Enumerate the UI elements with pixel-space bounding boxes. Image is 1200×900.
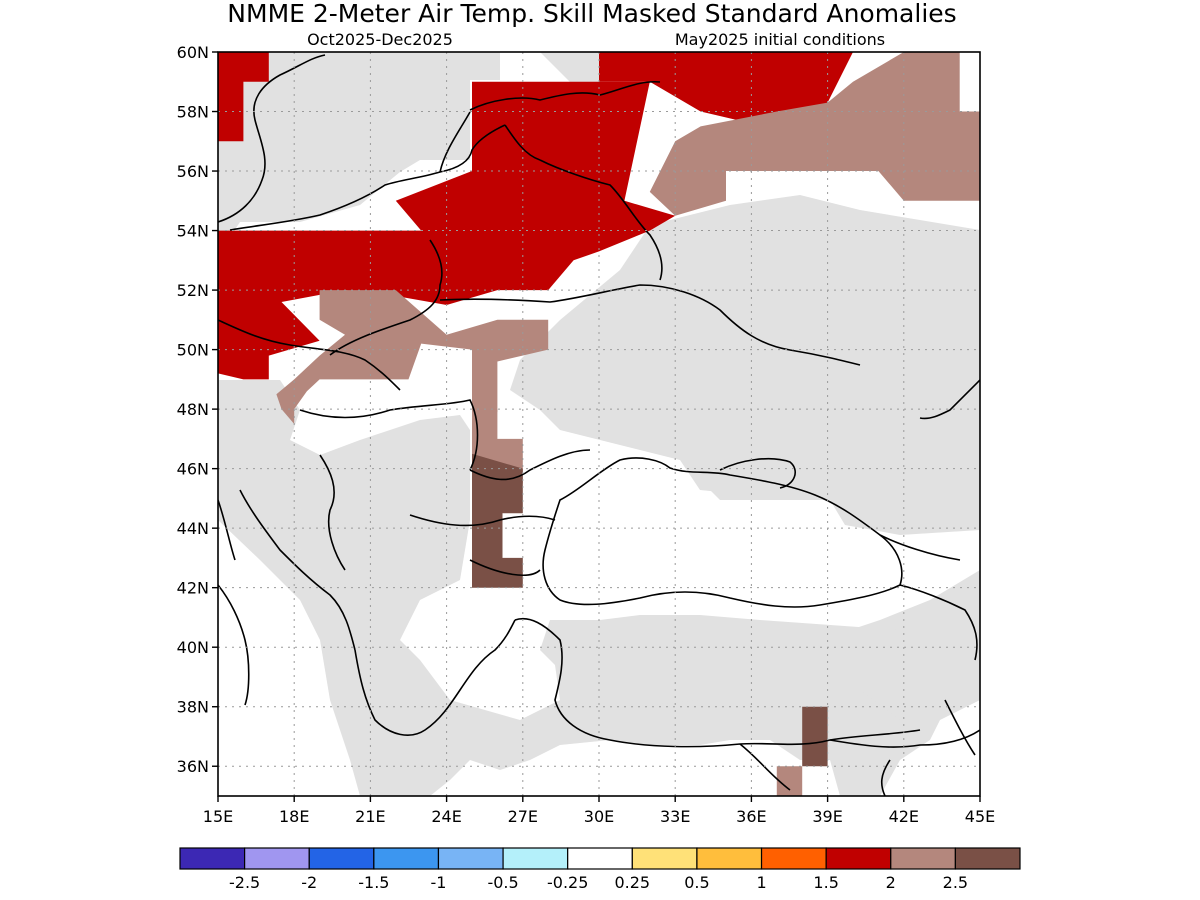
lat-tick-label: 38N bbox=[177, 698, 209, 717]
lat-tick-label: 50N bbox=[177, 341, 209, 360]
lon-tick-label: 45E bbox=[965, 807, 995, 826]
neutral-region-anatolia bbox=[550, 620, 980, 720]
legend-label: 2 bbox=[886, 873, 896, 892]
coastline-italy bbox=[218, 499, 250, 706]
legend-swatch bbox=[760, 847, 827, 870]
border-romania-bulgaria bbox=[469, 449, 591, 576]
anomaly-region-red-north-poland-baltics bbox=[218, 52, 269, 142]
legend-swatch bbox=[373, 847, 440, 870]
lat-tick-label: 54N bbox=[177, 222, 209, 241]
lon-tick-label: 27E bbox=[508, 807, 538, 826]
anomaly-regions bbox=[218, 52, 980, 796]
legend-label: 1.5 bbox=[813, 873, 838, 892]
legend-label: 0.5 bbox=[684, 873, 709, 892]
border-central-europe bbox=[218, 239, 443, 391]
neutral-region-east bbox=[510, 195, 980, 535]
coastline-black-sea bbox=[542, 457, 903, 608]
lon-tick-label: 30E bbox=[584, 807, 614, 826]
anomaly-shading bbox=[218, 52, 980, 796]
figure-subtitle-period: Oct2025-Dec2025 bbox=[307, 30, 453, 49]
legend-swatch bbox=[890, 847, 956, 870]
map-gridlines bbox=[218, 52, 980, 796]
neutral-region-finland bbox=[540, 52, 600, 82]
lon-tick-label: 24E bbox=[431, 807, 461, 826]
lat-tick-label: 48N bbox=[177, 400, 209, 419]
coastline-gulf-finland bbox=[469, 80, 661, 111]
lat-tick-label: 40N bbox=[177, 638, 209, 657]
legend-label: 2.5 bbox=[943, 873, 968, 892]
neutral-region-scandinavia bbox=[218, 52, 500, 255]
coastline-azov bbox=[719, 457, 796, 489]
legend-label: -1 bbox=[430, 873, 446, 892]
legend-swatch bbox=[244, 847, 310, 870]
lat-tick-label: 36N bbox=[177, 757, 209, 776]
anomaly-region-dark-turkey-south bbox=[802, 706, 828, 767]
lat-tick-label: 58N bbox=[177, 103, 209, 122]
color-legend: -2.5 -2 -1.5 -1 -0.5 -0.25 0.25 0.5 1 1.5 2 2.5 bbox=[179, 847, 1021, 892]
lat-tick-label: 42N bbox=[177, 579, 209, 598]
legend-swatch bbox=[502, 847, 569, 870]
legend-swatch bbox=[308, 847, 375, 870]
legend-swatch bbox=[696, 847, 763, 870]
legend-label: -1.5 bbox=[358, 873, 389, 892]
lat-tick-label: 46N bbox=[177, 460, 209, 479]
lon-tick-label: 15E bbox=[203, 807, 233, 826]
legend-swatch bbox=[954, 847, 1021, 870]
border-iraq-iran bbox=[880, 699, 976, 796]
border-turkey-syria bbox=[739, 729, 980, 791]
legend-swatch bbox=[179, 847, 246, 870]
legend-swatch bbox=[437, 847, 504, 870]
border-balkans bbox=[299, 399, 556, 571]
anomaly-region-brown-poland-belarus bbox=[276, 290, 549, 424]
neutral-region-black-sea-north bbox=[700, 440, 840, 500]
lon-tick-label: 39E bbox=[812, 807, 842, 826]
lon-tick-label: 21E bbox=[355, 807, 385, 826]
anomaly-region-brown-russia-east bbox=[649, 52, 980, 216]
lon-tick-label: 42E bbox=[889, 807, 919, 826]
lon-tick-label: 36E bbox=[736, 807, 766, 826]
lat-tick-label: 52N bbox=[177, 281, 209, 300]
anomaly-region-brown-turkey-south bbox=[776, 766, 803, 796]
latitude-ticks: 60N 58N 56N 54N 52N 50N 48N 46N 44N 42N 40N 38N 36N bbox=[177, 43, 218, 776]
lon-tick-label: 33E bbox=[660, 807, 690, 826]
coastline-baltic-east bbox=[439, 111, 541, 173]
longitude-ticks: 15E 18E 21E 24E 27E 30E 33E 36E 39E 42E 45E bbox=[203, 796, 995, 826]
border-russia-belarus bbox=[539, 159, 663, 281]
lat-tick-label: 56N bbox=[177, 162, 209, 181]
legend-label: -2.5 bbox=[229, 873, 260, 892]
border-caucasus bbox=[879, 534, 978, 661]
coastline-greece bbox=[354, 619, 516, 736]
lat-tick-label: 44N bbox=[177, 519, 209, 538]
lat-tick-label: 60N bbox=[177, 43, 209, 62]
coastline-scandinavia bbox=[218, 54, 326, 223]
figure-subtitle-initial-conditions: May2025 initial conditions bbox=[675, 30, 885, 49]
coastline-baltic-south bbox=[229, 124, 506, 231]
figure-title: NMME 2-Meter Air Temp. Skill Masked Stan… bbox=[227, 0, 956, 28]
legend-label: -0.5 bbox=[487, 873, 518, 892]
legend-label: 1 bbox=[756, 873, 766, 892]
legend-label: 0.25 bbox=[614, 873, 650, 892]
border-ukraine bbox=[439, 284, 861, 366]
lon-tick-label: 18E bbox=[279, 807, 309, 826]
map-panel: 60N58N56N54N52N50N48N46N44N42N40N38N36N … bbox=[177, 43, 996, 826]
legend-label: -0.25 bbox=[547, 873, 588, 892]
legend-swatch bbox=[567, 847, 633, 870]
legend-swatch bbox=[825, 847, 892, 870]
anomaly-region-red-north-russia bbox=[599, 52, 853, 127]
legend-label: -2 bbox=[301, 873, 317, 892]
legend-swatch bbox=[631, 847, 698, 870]
coastline-adriatic-north bbox=[239, 489, 356, 651]
anomaly-region-red-central bbox=[218, 81, 676, 380]
coastline-caspian-edge bbox=[919, 379, 980, 420]
coastlines-borders bbox=[218, 54, 980, 796]
